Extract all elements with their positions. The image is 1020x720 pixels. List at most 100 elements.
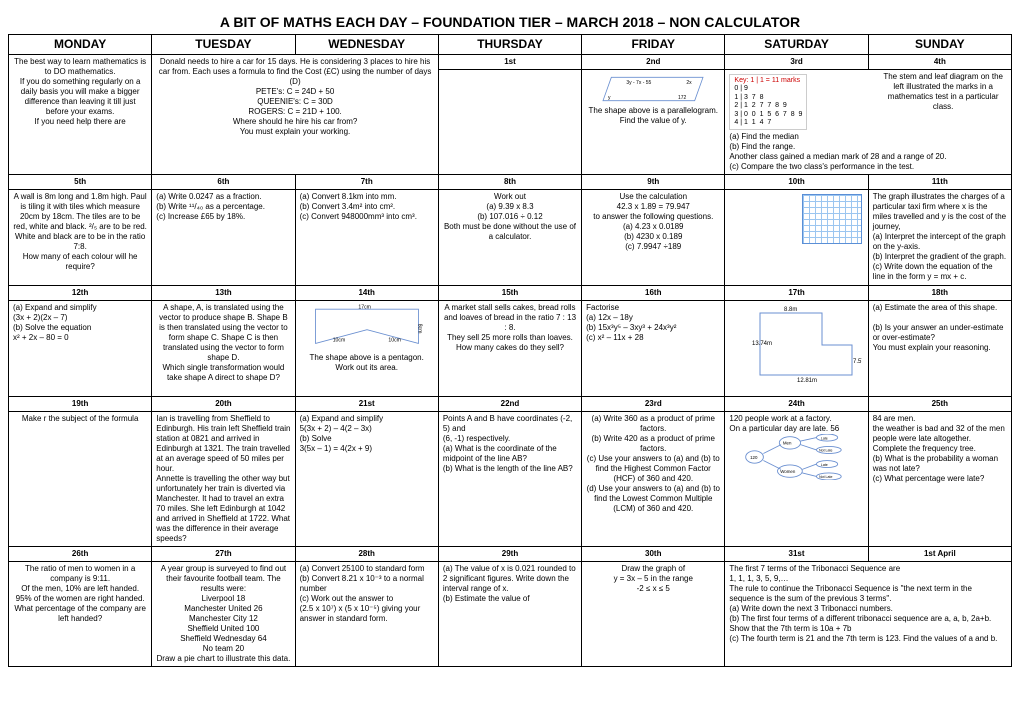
cell-freq-qs: 84 are men.the weather is bad and 32 of …	[868, 412, 1011, 547]
para-bl: y	[608, 95, 611, 101]
date-26: 26th	[9, 547, 152, 562]
date-row-1: The best way to learn mathematics is to …	[9, 55, 1012, 70]
cell-standard-form: (a) Convert 25100 to standard form(b) Co…	[295, 562, 438, 667]
date-23: 23rd	[582, 397, 725, 412]
parallelogram-figure: 3y - 7x - 55 2x y 172	[593, 74, 713, 104]
cell-factorise: Factorise(a) 12x – 18y(b) 15x³y⁵ – 3xy³ …	[582, 301, 725, 397]
date-20: 20th	[152, 397, 295, 412]
stem-tasks: (a) Find the median(b) Find the range.An…	[729, 132, 1007, 172]
cell-estimate-area: (a) Estimate the area of this shape.(b) …	[868, 301, 1011, 397]
date-17: 17th	[725, 286, 868, 301]
svg-text:10cm: 10cm	[388, 338, 401, 344]
cell-coords: Points A and B have coordinates (-2, 5) …	[438, 412, 581, 547]
cell-convert: (a) Convert 8.1km into mm.(b) Convert 3.…	[295, 190, 438, 286]
date-12: 12th	[9, 286, 152, 301]
date-25: 25th	[868, 397, 1011, 412]
svg-text:Late: Late	[820, 437, 827, 441]
svg-text:8.8m: 8.8m	[784, 307, 797, 313]
para-br: 172	[678, 95, 687, 101]
svg-text:10cm: 10cm	[332, 338, 345, 344]
pentagon-figure: 17cm 8cm 10cm 10cm	[307, 303, 427, 353]
date-15: 15th	[438, 286, 581, 301]
svg-text:7.57m: 7.57m	[853, 359, 862, 365]
day-wed: WEDNESDAY	[295, 35, 438, 55]
cell-subject: Make r the subject of the formula	[9, 412, 152, 547]
cell-primes: (a) Write 360 as a product of prime fact…	[582, 412, 725, 547]
grid-figure	[802, 194, 862, 244]
date-24: 24th	[725, 397, 868, 412]
date-2: 2nd	[582, 55, 725, 70]
calendar-table: MONDAY TUESDAY WEDNESDAY THURSDAY FRIDAY…	[8, 34, 1012, 667]
cell-pentagon: 17cm 8cm 10cm 10cm The shape above is a …	[295, 301, 438, 397]
freq-intro: 120 people work at a factory.On a partic…	[729, 414, 863, 434]
lshape-figure: 8.8m 13.74m 7.57m 12.81m	[752, 305, 862, 383]
cell-blank-thu	[438, 70, 581, 175]
page: A BIT OF MATHS EACH DAY – FOUNDATION TIE…	[8, 8, 1012, 667]
cell-stem-leaf: The stem and leaf diagram on the left il…	[725, 70, 1012, 175]
cell-parallelogram: 3y - 7x - 55 2x y 172 The shape above is…	[582, 70, 725, 175]
date-5: 5th	[9, 175, 152, 190]
date-27: 27th	[152, 547, 295, 562]
stem-rows: 0 | 91 | 3 7 82 | 1 2 7 7 8 93 | 0 0 1 5…	[734, 85, 802, 127]
cell-pie-chart: A year group is surveyed to find out the…	[152, 562, 295, 667]
freq-tree-figure: 120 Men Women Late Not	[742, 434, 852, 480]
date-11: 11th	[868, 175, 1011, 190]
date-row-4: 19th 20th 21st 22nd 23rd 24th 25th	[9, 397, 1012, 412]
pentagon-caption: The shape above is a pentagon.Work out i…	[300, 353, 434, 373]
content-row-2: A wall is 8m long and 1.8m high. Paul is…	[9, 190, 1012, 286]
date-8: 8th	[438, 175, 581, 190]
date-14: 14th	[295, 286, 438, 301]
date-22: 22nd	[438, 397, 581, 412]
date-4: 4th	[868, 55, 1011, 70]
date-9: 9th	[582, 175, 725, 190]
svg-text:13.74m: 13.74m	[752, 341, 772, 347]
date-18: 18th	[868, 286, 1011, 301]
cell-sigfig: (a) The value of x is 0.021 rounded to 2…	[438, 562, 581, 667]
date-7: 7th	[295, 175, 438, 190]
day-thu: THURSDAY	[438, 35, 581, 55]
cell-market: A market stall sells cakes, bread rolls …	[438, 301, 581, 397]
date-28: 28th	[295, 547, 438, 562]
day-header-row: MONDAY TUESDAY WEDNESDAY THURSDAY FRIDAY…	[9, 35, 1012, 55]
cell-fraction-pct: (a) Write 0.0247 as a fraction.(b) Write…	[152, 190, 295, 286]
cell-graph-grid	[725, 190, 868, 286]
cell-draw-graph: Draw the graph ofy = 3x – 5 in the range…	[582, 562, 725, 667]
date-19: 19th	[9, 397, 152, 412]
cell-tribonacci: The first 7 terms of the Tribonacci Sequ…	[725, 562, 1012, 667]
date-21: 21st	[295, 397, 438, 412]
stem-leaf-diagram: Key: 1 | 1 = 11 marks 0 | 91 | 3 7 82 | …	[729, 74, 807, 130]
para-tl: 3y - 7x - 55	[627, 80, 652, 86]
svg-text:Men: Men	[782, 441, 791, 446]
svg-text:Not Late: Not Late	[819, 476, 832, 480]
date-apr1: 1st April	[868, 547, 1011, 562]
date-29: 29th	[438, 547, 581, 562]
cell-trains: Ian is travelling from Sheffield to Edin…	[152, 412, 295, 547]
svg-text:Late: Late	[820, 463, 827, 467]
svg-text:8cm: 8cm	[416, 324, 422, 334]
date-31: 31st	[725, 547, 868, 562]
svg-text:12.81m: 12.81m	[797, 378, 817, 383]
para-tr: 2x	[687, 80, 693, 86]
page-title: A BIT OF MATHS EACH DAY – FOUNDATION TIE…	[8, 8, 1012, 34]
cell-translation: A shape, A, is translated using the vect…	[152, 301, 295, 397]
day-tue: TUESDAY	[152, 35, 295, 55]
svg-text:Women: Women	[780, 469, 796, 474]
date-row-2: 5th 6th 7th 8th 9th 10th 11th	[9, 175, 1012, 190]
date-13: 13th	[152, 286, 295, 301]
cell-calc-use: Use the calculation42.3 x 1.89 = 79.947t…	[582, 190, 725, 286]
date-10: 10th	[725, 175, 868, 190]
day-fri: FRIDAY	[582, 35, 725, 55]
svg-text:17cm: 17cm	[358, 305, 371, 311]
date-30: 30th	[582, 547, 725, 562]
cell-lshape: 8.8m 13.74m 7.57m 12.81m	[725, 301, 868, 397]
stem-rhs: The stem and leaf diagram on the left il…	[879, 72, 1007, 112]
day-sat: SATURDAY	[725, 35, 868, 55]
stem-key: Key: 1 | 1 = 11 marks	[734, 77, 802, 85]
date-row-3: 12th 13th 14th 15th 16th 17th 18th	[9, 286, 1012, 301]
day-sun: SUNDAY	[868, 35, 1011, 55]
cell-tiles: A wall is 8m long and 1.8m high. Paul is…	[9, 190, 152, 286]
date-6: 6th	[152, 175, 295, 190]
cell-intro: The best way to learn mathematics is to …	[9, 55, 152, 175]
cell-taxi-graph: The graph illustrates the charges of a p…	[868, 190, 1011, 286]
date-row-5: 26th 27th 28th 29th 30th 31st 1st April	[9, 547, 1012, 562]
